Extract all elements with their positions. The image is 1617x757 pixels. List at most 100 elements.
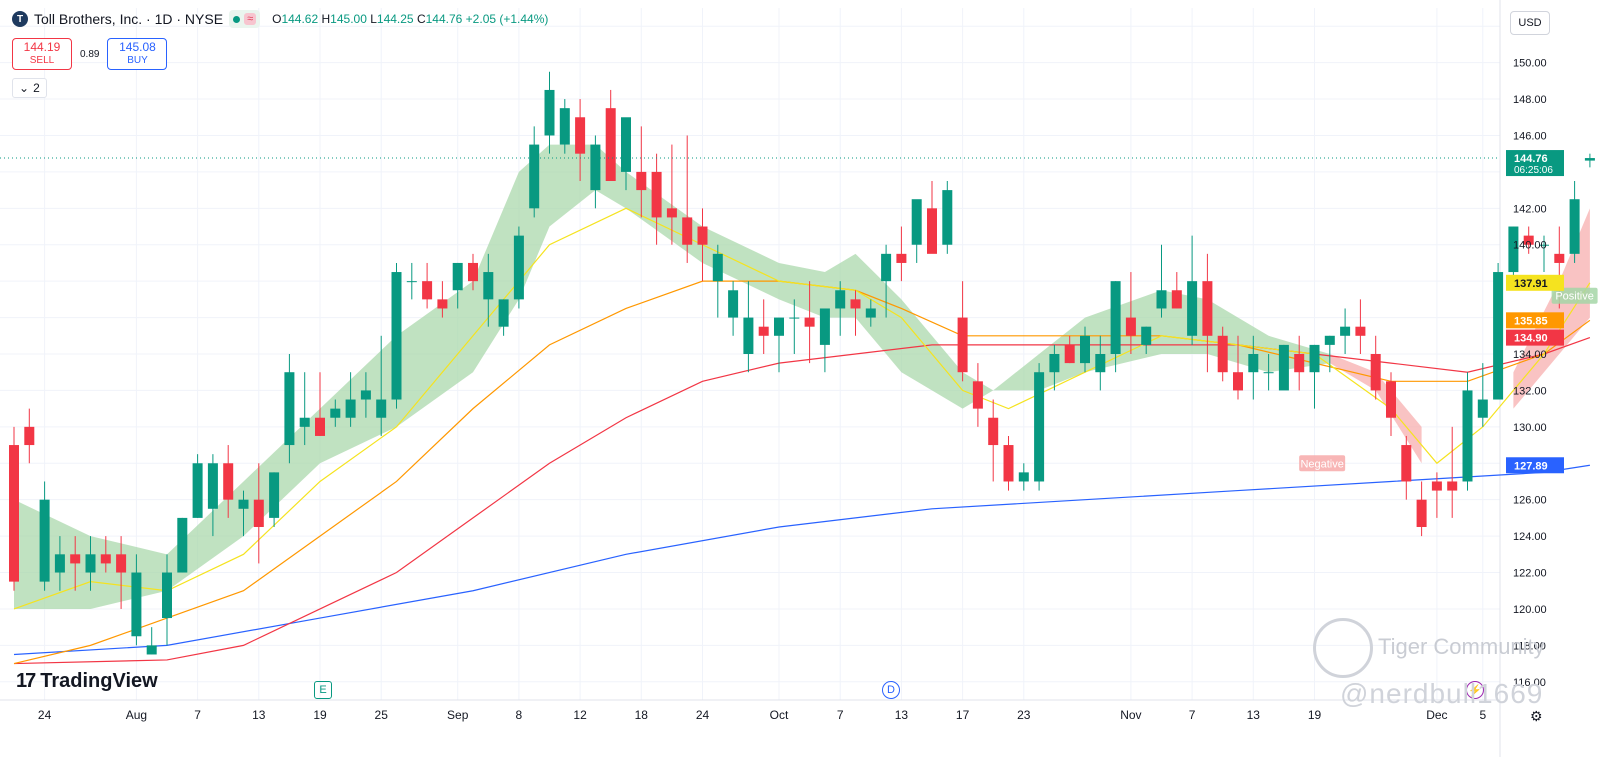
price-tag-bg[interactable] bbox=[1506, 150, 1564, 177]
candle[interactable] bbox=[559, 108, 570, 145]
candle[interactable] bbox=[1355, 326, 1366, 336]
candle[interactable] bbox=[544, 89, 555, 136]
price-tag-bg[interactable] bbox=[1506, 329, 1564, 346]
candle[interactable] bbox=[1340, 326, 1351, 336]
candle[interactable] bbox=[789, 317, 800, 319]
candle[interactable] bbox=[1202, 281, 1213, 336]
candle[interactable] bbox=[697, 226, 708, 245]
candle[interactable] bbox=[1095, 354, 1106, 373]
symbol-title[interactable]: Toll Brothers, Inc. · 1D · NYSE bbox=[34, 11, 224, 27]
candle[interactable] bbox=[988, 417, 999, 446]
candle[interactable] bbox=[299, 417, 310, 427]
candle[interactable] bbox=[1141, 326, 1152, 345]
tradingview-logo[interactable]: 17 TradingView bbox=[16, 670, 158, 693]
candle[interactable] bbox=[1462, 390, 1473, 482]
candle[interactable] bbox=[452, 262, 463, 291]
candle[interactable] bbox=[483, 272, 494, 300]
candle[interactable] bbox=[682, 217, 693, 245]
candle[interactable] bbox=[712, 253, 723, 282]
candle[interactable] bbox=[1049, 354, 1060, 373]
candle[interactable] bbox=[1523, 235, 1534, 245]
candle[interactable] bbox=[498, 299, 509, 327]
candle[interactable] bbox=[1493, 272, 1504, 400]
candle[interactable] bbox=[422, 281, 433, 300]
settings-gear-icon[interactable]: ⚙ bbox=[1530, 708, 1543, 724]
candle[interactable] bbox=[728, 290, 739, 318]
candle[interactable] bbox=[269, 472, 280, 518]
candle[interactable] bbox=[758, 326, 769, 336]
indicators-toggle[interactable]: ⌄ 2 bbox=[12, 78, 47, 98]
candle[interactable] bbox=[360, 390, 371, 400]
candle[interactable] bbox=[238, 499, 249, 509]
candle[interactable] bbox=[330, 408, 341, 418]
candle[interactable] bbox=[100, 554, 111, 564]
candle[interactable] bbox=[957, 317, 968, 373]
candle[interactable] bbox=[896, 253, 907, 263]
market-status-pill[interactable]: ≈ bbox=[229, 10, 261, 28]
dividend-event-icon[interactable]: D bbox=[882, 681, 900, 699]
candle[interactable] bbox=[575, 117, 586, 154]
candle[interactable] bbox=[1248, 354, 1259, 373]
candle[interactable] bbox=[391, 272, 402, 400]
candle[interactable] bbox=[1080, 335, 1090, 364]
candle[interactable] bbox=[345, 399, 356, 418]
candle[interactable] bbox=[835, 290, 846, 309]
candle[interactable] bbox=[911, 199, 922, 245]
candle[interactable] bbox=[376, 399, 387, 418]
candle[interactable] bbox=[513, 235, 524, 300]
candle[interactable] bbox=[1477, 399, 1488, 418]
candle[interactable] bbox=[927, 208, 937, 254]
sell-button[interactable]: 144.19 SELL bbox=[12, 38, 72, 70]
candle[interactable] bbox=[223, 463, 234, 500]
candle[interactable] bbox=[865, 308, 876, 318]
candle[interactable] bbox=[253, 499, 264, 527]
price-tag-bg[interactable] bbox=[1506, 457, 1564, 474]
candle[interactable] bbox=[1324, 335, 1335, 345]
candle[interactable] bbox=[1064, 344, 1075, 364]
candle[interactable] bbox=[651, 171, 662, 218]
candle[interactable] bbox=[529, 144, 540, 209]
candle[interactable] bbox=[1217, 335, 1228, 373]
candle[interactable] bbox=[468, 262, 478, 282]
candle[interactable] bbox=[605, 108, 616, 181]
candle[interactable] bbox=[131, 572, 142, 637]
candle[interactable] bbox=[1569, 199, 1580, 254]
candle[interactable] bbox=[1508, 226, 1519, 273]
candle[interactable] bbox=[1386, 381, 1396, 418]
candle[interactable] bbox=[1125, 317, 1136, 336]
candle[interactable] bbox=[972, 381, 983, 409]
candle[interactable] bbox=[850, 299, 861, 309]
candle[interactable] bbox=[636, 171, 647, 191]
candle[interactable] bbox=[146, 645, 157, 655]
candle[interactable] bbox=[1539, 244, 1549, 246]
candle[interactable] bbox=[207, 463, 218, 509]
candle[interactable] bbox=[1233, 372, 1243, 391]
earnings-event-icon[interactable]: E bbox=[314, 681, 332, 699]
candle[interactable] bbox=[315, 417, 325, 436]
candle[interactable] bbox=[1263, 372, 1274, 374]
candle[interactable] bbox=[177, 517, 188, 573]
candle[interactable] bbox=[743, 317, 754, 354]
candle[interactable] bbox=[70, 554, 81, 564]
price-tag-bg[interactable] bbox=[1506, 274, 1564, 291]
split-event-icon[interactable]: ⚡ bbox=[1466, 681, 1484, 699]
currency-selector[interactable]: USD bbox=[1510, 11, 1550, 35]
candle[interactable] bbox=[284, 372, 295, 446]
candle[interactable] bbox=[1309, 344, 1320, 373]
candle[interactable] bbox=[1584, 158, 1595, 161]
candle[interactable] bbox=[1370, 354, 1381, 391]
candle[interactable] bbox=[162, 572, 172, 619]
candle[interactable] bbox=[192, 463, 203, 518]
candle[interactable] bbox=[1401, 445, 1412, 482]
candle[interactable] bbox=[24, 426, 35, 446]
candle[interactable] bbox=[1018, 472, 1029, 482]
candle[interactable] bbox=[819, 308, 830, 345]
candle[interactable] bbox=[1416, 499, 1427, 527]
candle[interactable] bbox=[666, 208, 677, 218]
candle[interactable] bbox=[1187, 281, 1198, 336]
candle[interactable] bbox=[1554, 253, 1565, 263]
candle[interactable] bbox=[1278, 344, 1289, 391]
buy-button[interactable]: 145.08 BUY bbox=[107, 38, 168, 70]
candle[interactable] bbox=[54, 554, 65, 573]
